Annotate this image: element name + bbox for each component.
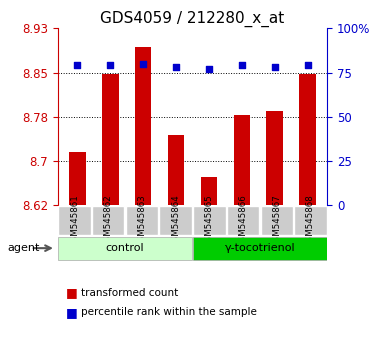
Text: control: control [106,243,144,253]
Text: GSM545862: GSM545862 [104,194,113,247]
Text: GSM545867: GSM545867 [272,194,281,247]
Bar [266,111,283,205]
Text: ■: ■ [65,306,77,319]
Bar [102,74,119,205]
FancyBboxPatch shape [261,206,293,235]
Point [206,66,212,72]
Text: GSM545868: GSM545868 [306,194,315,247]
Point [140,61,146,67]
Text: transformed count: transformed count [81,288,178,298]
Bar [168,135,184,205]
FancyBboxPatch shape [193,206,226,235]
FancyBboxPatch shape [59,237,192,259]
Text: GSM545861: GSM545861 [70,194,79,247]
Point [271,64,278,70]
FancyBboxPatch shape [126,206,158,235]
Text: GSM545866: GSM545866 [239,194,248,247]
Text: agent: agent [8,243,40,253]
Bar [69,152,86,205]
Point [305,63,311,68]
Bar [201,177,217,205]
Point [107,63,114,68]
Title: GDS4059 / 212280_x_at: GDS4059 / 212280_x_at [100,11,285,27]
Text: percentile rank within the sample: percentile rank within the sample [81,307,257,317]
FancyBboxPatch shape [159,206,192,235]
Bar [135,47,151,205]
Bar [299,74,316,205]
Text: ■: ■ [65,286,77,299]
FancyBboxPatch shape [294,206,326,235]
FancyBboxPatch shape [59,206,91,235]
FancyBboxPatch shape [92,206,124,235]
Point [74,63,80,68]
FancyBboxPatch shape [227,206,259,235]
Text: GSM545864: GSM545864 [171,194,180,247]
Text: γ-tocotrienol: γ-tocotrienol [224,243,295,253]
FancyBboxPatch shape [193,237,326,259]
Bar [234,115,250,205]
Point [239,63,245,68]
Text: GSM545863: GSM545863 [137,194,146,247]
Text: GSM545865: GSM545865 [205,194,214,247]
Point [173,64,179,70]
